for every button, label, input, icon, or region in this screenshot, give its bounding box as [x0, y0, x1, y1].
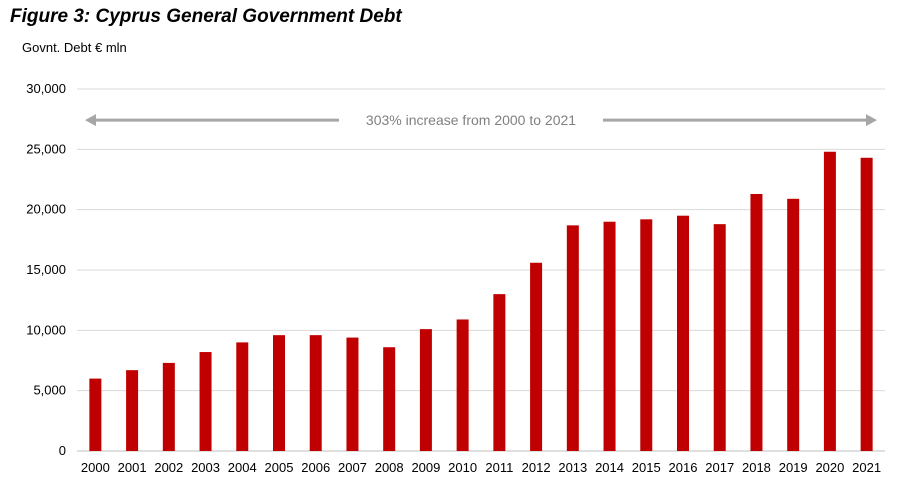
x-tick-label: 2019	[779, 460, 808, 475]
bar-2020	[823, 151, 836, 451]
x-tick-label: 2018	[742, 460, 771, 475]
x-tick-label: 2004	[228, 460, 257, 475]
bars	[89, 151, 873, 452]
bar-2016	[677, 215, 689, 451]
y-tick-label: 25,000	[26, 141, 66, 156]
y-tick-label: 0	[59, 443, 66, 458]
bar-2002	[162, 362, 175, 451]
y-tick-label: 15,000	[26, 262, 66, 277]
x-tick-label: 2010	[448, 460, 477, 475]
x-tick-label: 2008	[375, 460, 404, 475]
bar-2006	[309, 335, 322, 451]
bar-2008	[383, 347, 396, 451]
x-tick-label: 2000	[81, 460, 110, 475]
bar-2015	[640, 219, 653, 451]
y-tick-label: 30,000	[26, 81, 66, 96]
bar-2018	[750, 193, 763, 452]
y-axis-caption: Govnt. Debt € mln	[22, 40, 127, 55]
x-tick-label: 2003	[191, 460, 220, 475]
bar-2014	[603, 221, 616, 451]
bar-2009	[419, 329, 432, 451]
bar-2012	[530, 262, 543, 451]
y-tick-label: 20,000	[26, 202, 66, 217]
bar-2003	[199, 352, 212, 451]
x-tick-label: 2009	[411, 460, 440, 475]
bar-2021	[860, 157, 873, 451]
bar-2005	[273, 335, 285, 451]
x-tick-label: 2006	[301, 460, 330, 475]
arrowhead-right	[866, 114, 877, 127]
x-tick-label: 2015	[632, 460, 661, 475]
bar-2013	[566, 225, 579, 451]
bar-2007	[346, 337, 359, 451]
annotation: 303% increase from 2000 to 2021	[85, 112, 877, 128]
bar-2017	[713, 224, 726, 451]
annotation-text: 303% increase from 2000 to 2021	[366, 112, 576, 128]
x-tick-label: 2014	[595, 460, 624, 475]
y-tick-label: 10,000	[26, 322, 66, 337]
arrowhead-left	[85, 114, 96, 127]
x-tick-label: 2002	[154, 460, 183, 475]
x-tick-label: 2007	[338, 460, 367, 475]
x-tick-label: 2016	[669, 460, 698, 475]
bar-2019	[787, 198, 800, 451]
x-tick-label: 2017	[705, 460, 734, 475]
x-tick-label: 2011	[485, 460, 513, 475]
bar-2011	[493, 294, 506, 451]
figure-title: Figure 3: Cyprus General Government Debt	[10, 6, 402, 27]
x-tick-label: 2021	[852, 460, 881, 475]
x-tick-label: 2005	[265, 460, 294, 475]
bar-2010	[456, 319, 469, 451]
gridlines	[77, 88, 885, 452]
bar-2004	[236, 342, 249, 451]
y-tick-label: 5,000	[33, 383, 66, 398]
x-tick-label: 2012	[522, 460, 551, 475]
x-tick-label: 2020	[815, 460, 844, 475]
x-axis-ticks: 2000 2001 2002 2003 2004 2005 2006 2007 2008 2009…	[81, 460, 881, 475]
bar-2000	[89, 378, 102, 451]
x-tick-label: 2001	[118, 460, 147, 475]
x-tick-label: 2013	[558, 460, 587, 475]
y-axis-ticks: 0 5,000 10,000 15,000 20,000 25,000 30,000	[26, 81, 66, 458]
bar-2001	[126, 370, 139, 451]
